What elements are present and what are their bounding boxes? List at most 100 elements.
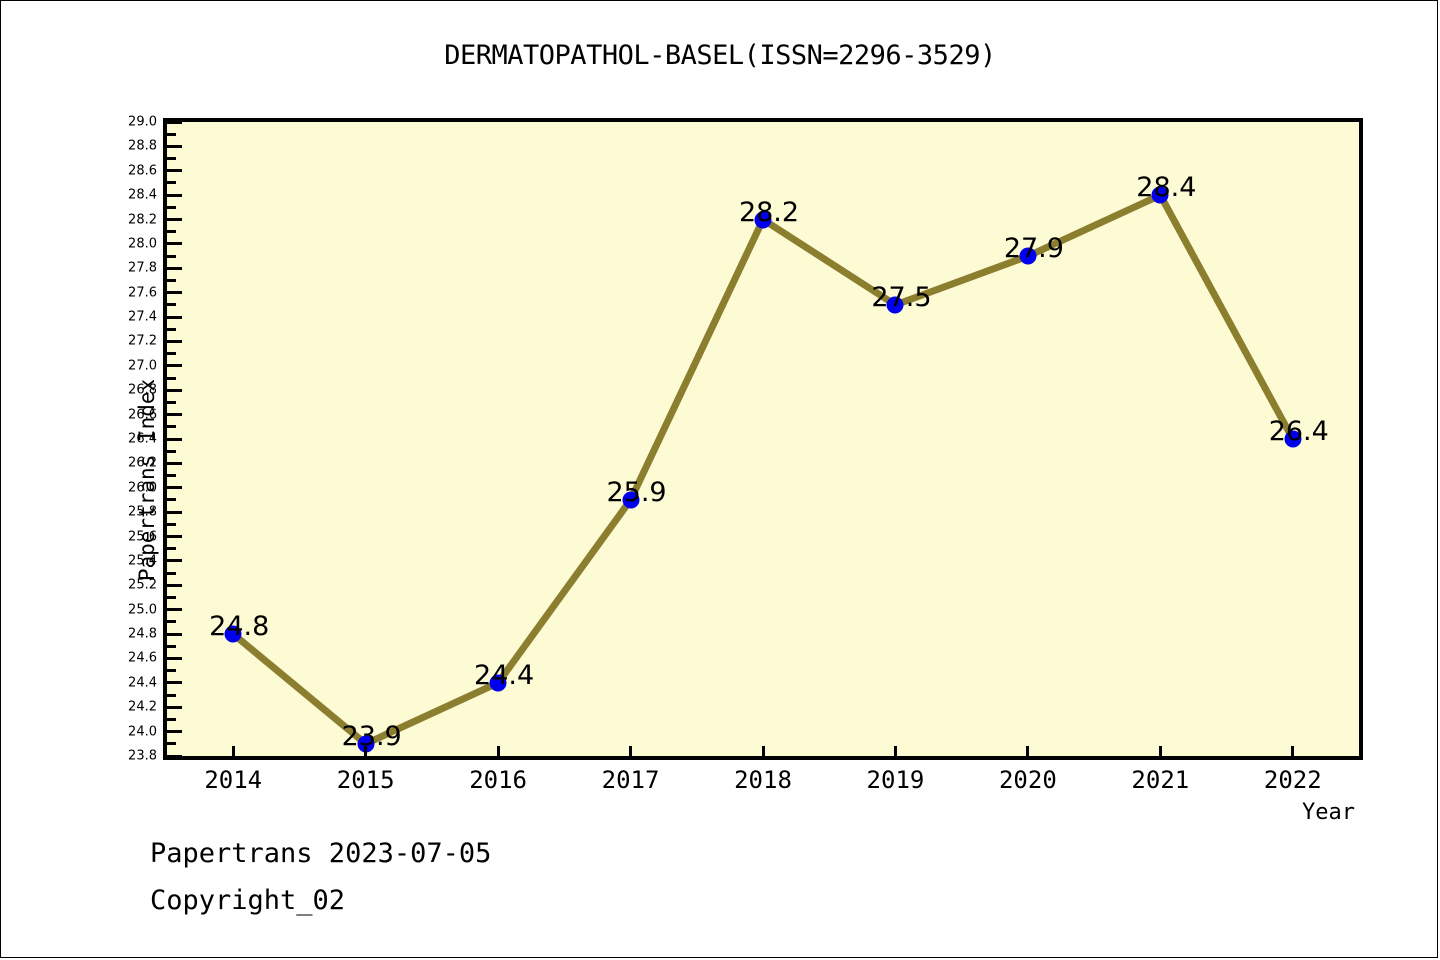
y-tick-label: 28.4 (128, 187, 157, 203)
y-tick-label: 28.0 (128, 236, 157, 252)
y-tick-mark-major (167, 169, 182, 173)
y-tick-label: 27.2 (128, 333, 157, 349)
y-tick-mark-major (167, 315, 182, 319)
x-tick-mark (1158, 746, 1162, 756)
x-tick-label: 2020 (998, 766, 1057, 794)
y-tick-mark-minor (167, 327, 176, 331)
data-point-marker[interactable] (1284, 430, 1302, 448)
y-tick-label: 27.6 (128, 285, 157, 301)
y-tick-mark-minor (167, 205, 176, 209)
y-tick-mark-major (167, 388, 182, 392)
y-tick-mark-major (167, 535, 182, 539)
y-tick-label: 26.8 (128, 382, 157, 398)
footer-copyright: Copyright_02 (150, 885, 346, 916)
data-point-marker[interactable] (886, 296, 904, 314)
y-tick-mark-major (167, 120, 182, 124)
data-point-label: 28.4 (1136, 172, 1197, 204)
y-tick-mark-major (167, 242, 182, 246)
y-tick-mark-major (167, 291, 182, 295)
y-tick-mark-major (167, 754, 182, 758)
x-tick-mark (364, 746, 368, 756)
y-tick-mark-major (167, 559, 182, 563)
x-tick-label: 2018 (734, 766, 792, 794)
data-point-label: 24.8 (209, 611, 270, 643)
y-tick-mark-minor (167, 596, 176, 599)
y-tick-mark-major (167, 413, 182, 417)
y-tick-mark-major (167, 218, 182, 222)
x-tick-mark (1026, 746, 1030, 756)
y-tick-mark-minor (167, 400, 176, 404)
y-tick-mark-minor (167, 279, 176, 282)
y-tick-label: 24.2 (128, 699, 157, 715)
x-tick-mark (893, 746, 897, 756)
y-tick-mark-major (167, 461, 182, 465)
y-tick-mark-major (167, 656, 182, 660)
y-tick-mark-major (167, 681, 182, 685)
data-point-marker[interactable] (622, 491, 640, 509)
y-tick-mark-minor (167, 717, 176, 721)
plot-area (163, 118, 1363, 760)
y-tick-label: 26.2 (128, 455, 157, 471)
chart-title: DERMATOPATHOL-BASEL(ISSN=2296-3529) (444, 40, 996, 71)
y-tick-label: 25.4 (128, 553, 157, 569)
y-tick-mark-minor (167, 571, 176, 575)
y-tick-label: 29.0 (128, 114, 157, 130)
y-tick-label: 24.8 (128, 626, 157, 642)
y-tick-mark-minor (167, 181, 176, 185)
x-tick-label: 2019 (866, 766, 925, 794)
y-tick-label: 25.8 (128, 504, 157, 520)
y-tick-mark-major (167, 632, 182, 636)
y-tick-mark-minor (167, 693, 176, 697)
data-point-marker[interactable] (357, 735, 375, 753)
y-tick-mark-minor (167, 376, 176, 380)
y-tick-label: 28.2 (128, 212, 157, 228)
y-tick-label: 24.4 (128, 675, 157, 691)
y-tick-mark-minor (167, 498, 176, 502)
y-tick-mark-major (167, 364, 182, 368)
y-tick-mark-major (167, 730, 182, 734)
y-tick-label: 27.4 (128, 309, 157, 325)
y-tick-mark-major (167, 193, 182, 197)
y-tick-label: 25.6 (128, 529, 157, 545)
y-tick-mark-minor (167, 230, 176, 234)
footer-date: Papertrans 2023-07-05 (150, 838, 492, 869)
y-tick-mark-minor (167, 449, 176, 453)
data-point-label: 26.4 (1268, 416, 1329, 447)
data-point-marker[interactable] (1019, 247, 1037, 265)
x-tick-label: 2022 (1263, 766, 1322, 794)
y-tick-label: 27.0 (128, 358, 157, 374)
x-tick-mark (761, 746, 765, 756)
y-tick-mark-major (167, 486, 182, 490)
y-tick-mark-minor (167, 620, 176, 624)
y-tick-label: 27.8 (128, 260, 157, 276)
y-tick-mark-minor (167, 157, 176, 161)
x-tick-label: 2021 (1131, 766, 1190, 794)
y-tick-mark-major (167, 705, 182, 709)
x-tick-label: 2015 (336, 766, 395, 794)
y-tick-mark-major (167, 583, 182, 587)
y-tick-label: 26.4 (128, 431, 157, 447)
plot-inner (167, 120, 1359, 758)
y-tick-mark-minor (167, 474, 176, 478)
x-tick-label: 2014 (204, 766, 263, 794)
y-tick-label: 23.8 (128, 748, 157, 764)
y-tick-label: 24.6 (128, 650, 157, 666)
data-point-marker[interactable] (489, 674, 507, 692)
y-tick-mark-major (167, 266, 182, 270)
x-tick-mark (1291, 746, 1295, 756)
y-tick-mark-minor (167, 669, 176, 673)
data-point-marker[interactable] (1151, 186, 1169, 204)
y-tick-mark-major (167, 339, 182, 343)
y-tick-label: 26.0 (128, 480, 157, 496)
data-point-marker[interactable] (754, 211, 772, 229)
y-tick-mark-major (167, 144, 182, 148)
y-tick-mark-minor (167, 132, 176, 136)
y-tick-label: 28.6 (128, 163, 157, 179)
x-tick-mark (496, 746, 500, 756)
x-tick-label: 2017 (601, 766, 660, 794)
data-point-label: 27.5 (871, 281, 932, 313)
x-tick-mark (629, 746, 633, 756)
data-point-marker[interactable] (224, 625, 242, 643)
y-tick-label: 24.0 (128, 724, 157, 740)
x-tick-mark (231, 746, 235, 756)
